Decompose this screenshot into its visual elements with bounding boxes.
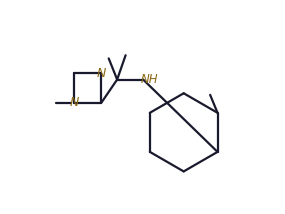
- Text: NH: NH: [141, 73, 159, 86]
- Text: N: N: [97, 67, 106, 80]
- Text: N: N: [69, 96, 79, 109]
